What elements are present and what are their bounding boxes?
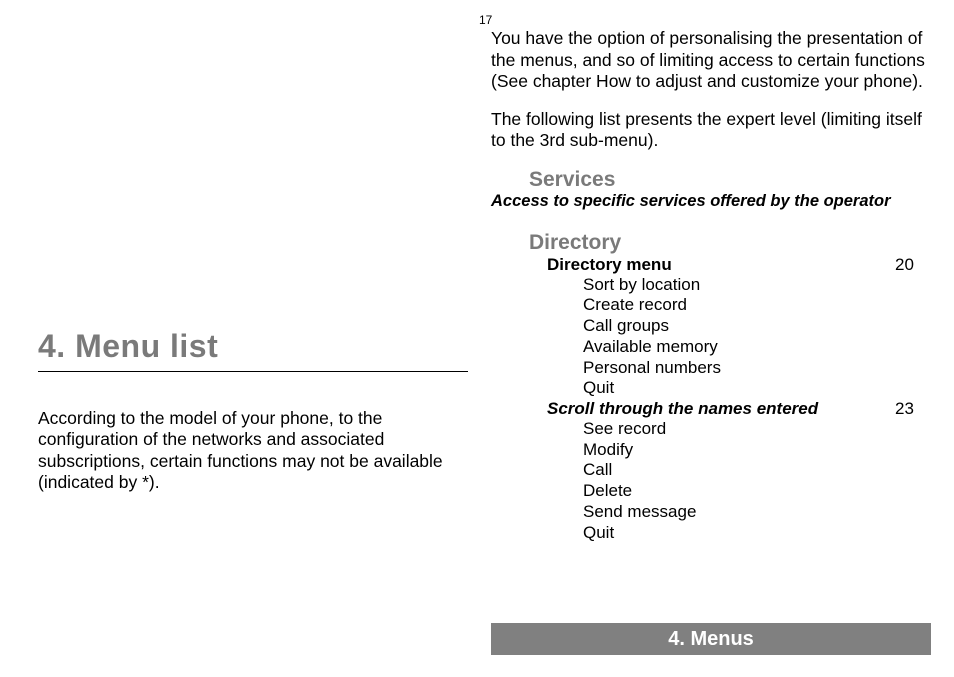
right-column: 17 You have the option of personalising … <box>491 13 931 543</box>
right-para-2: The following list presents the expert l… <box>491 109 931 152</box>
directory-item: Delete <box>583 481 931 502</box>
directory-item: Modify <box>583 440 931 461</box>
directory-item: Quit <box>583 523 931 544</box>
footer-bar: 4. Menus <box>491 623 931 655</box>
left-body-text: According to the model of your phone, to… <box>38 408 468 493</box>
directory-item: Available memory <box>583 337 931 358</box>
directory-item: Send message <box>583 502 931 523</box>
directory-group-title: Scroll through the names entered <box>547 399 895 419</box>
page: 4. Menu list According to the model of y… <box>0 0 954 677</box>
directory-group-row: Directory menu 20 <box>491 255 931 275</box>
footer-label: 4. Menus <box>668 628 754 651</box>
services-heading: Services <box>529 168 931 192</box>
directory-item: Personal numbers <box>583 358 931 379</box>
directory-item: Create record <box>583 295 931 316</box>
left-column: 4. Menu list According to the model of y… <box>38 328 468 493</box>
directory-group-row: Scroll through the names entered 23 <box>491 399 931 419</box>
page-number: 17 <box>479 13 931 27</box>
directory-item: Call groups <box>583 316 931 337</box>
services-subtitle: Access to specific services offered by t… <box>491 192 931 211</box>
directory-item: See record <box>583 419 931 440</box>
directory-group-page: 20 <box>895 255 931 275</box>
directory-item: Quit <box>583 378 931 399</box>
directory-item: Call <box>583 460 931 481</box>
directory-item: Sort by location <box>583 275 931 296</box>
directory-list: Directory menu 20 Sort by location Creat… <box>491 255 931 544</box>
right-para-1: You have the option of personalising the… <box>491 28 931 93</box>
directory-heading: Directory <box>529 231 931 255</box>
chapter-title: 4. Menu list <box>38 328 468 372</box>
directory-group-title: Directory menu <box>547 255 895 275</box>
directory-group-page: 23 <box>895 399 931 419</box>
